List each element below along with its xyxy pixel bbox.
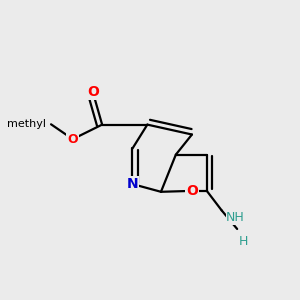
Text: O: O [87,85,99,99]
Text: O: O [68,133,78,146]
Text: O: O [186,184,198,198]
Text: H: H [239,235,248,248]
Text: methyl: methyl [8,119,46,129]
Text: NH: NH [226,211,245,224]
Text: N: N [127,177,138,191]
